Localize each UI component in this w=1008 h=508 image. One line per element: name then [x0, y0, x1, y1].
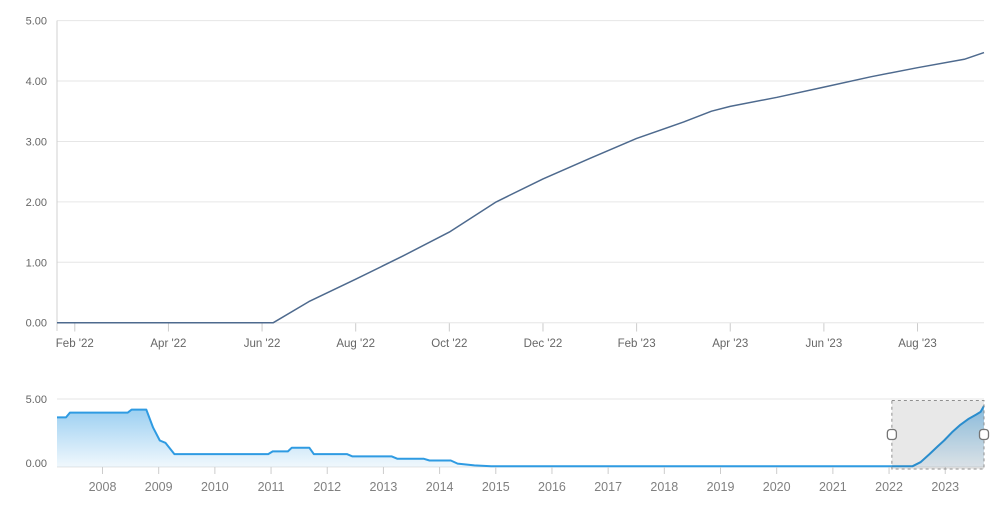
main-y-axis-label: 4.00	[26, 76, 47, 88]
nav-year-label: 2011	[258, 480, 285, 494]
nav-year-label: 2022	[875, 480, 903, 494]
nav-year-label: 2021	[819, 480, 847, 494]
main-x-axis-label: Apr '23	[712, 338, 748, 350]
main-x-axis-label: Feb '22	[56, 338, 94, 350]
main-y-axis-label: 0.00	[26, 318, 47, 330]
nav-year-label: 2015	[482, 480, 510, 494]
nav-selected-range[interactable]	[891, 400, 984, 470]
nav-year-label: 2019	[707, 480, 735, 494]
main-x-axis-label: Apr '22	[150, 338, 186, 350]
main-x-axis-label: Oct '22	[431, 338, 467, 350]
nav-year-label: 2013	[370, 480, 398, 494]
main-x-axis-label: Jun '23	[806, 338, 843, 350]
nav-right-handle[interactable]	[978, 428, 990, 441]
range-navigator[interactable]: 0.00 5.00 2008 2009 2010 2011 2012 2013 2014 2015…	[26, 394, 990, 494]
main-x-axis-label: Aug '22	[336, 338, 375, 350]
main-x-axis-label: Feb '23	[618, 338, 656, 350]
main-y-axis-label: 1.00	[26, 257, 47, 269]
main-series-line	[57, 51, 985, 324]
nav-area-fill	[57, 405, 984, 467]
main-y-axis-label: 3.00	[26, 136, 47, 148]
main-x-axis-label: Dec '22	[524, 338, 563, 350]
nav-year-label: 2018	[650, 480, 678, 494]
main-line-chart[interactable]: 0.00 1.00 2.00 3.00 4.00 5.00 Feb '22 Apr '22 Ju…	[26, 16, 985, 350]
nav-left-handle[interactable]	[886, 428, 898, 441]
main-y-axis-label: 5.00	[26, 16, 47, 28]
nav-year-label: 2020	[763, 480, 791, 494]
nav-year-label: 2023	[931, 480, 959, 494]
nav-series-line	[57, 405, 985, 468]
nav-year-label: 2009	[145, 480, 173, 494]
nav-y-axis-label: 5.00	[26, 394, 47, 406]
main-x-axis-label: Jun '22	[244, 338, 281, 350]
nav-year-label: 2010	[201, 480, 229, 494]
nav-year-label: 2012	[313, 480, 341, 494]
nav-year-label: 2008	[89, 480, 117, 494]
nav-year-label: 2016	[538, 480, 566, 494]
nav-y-axis-label: 0.00	[26, 458, 47, 470]
nav-year-label: 2017	[594, 480, 622, 494]
main-x-axis-label: Aug '23	[898, 338, 937, 350]
nav-year-label: 2014	[426, 480, 454, 494]
main-y-axis-label: 2.00	[26, 197, 47, 209]
